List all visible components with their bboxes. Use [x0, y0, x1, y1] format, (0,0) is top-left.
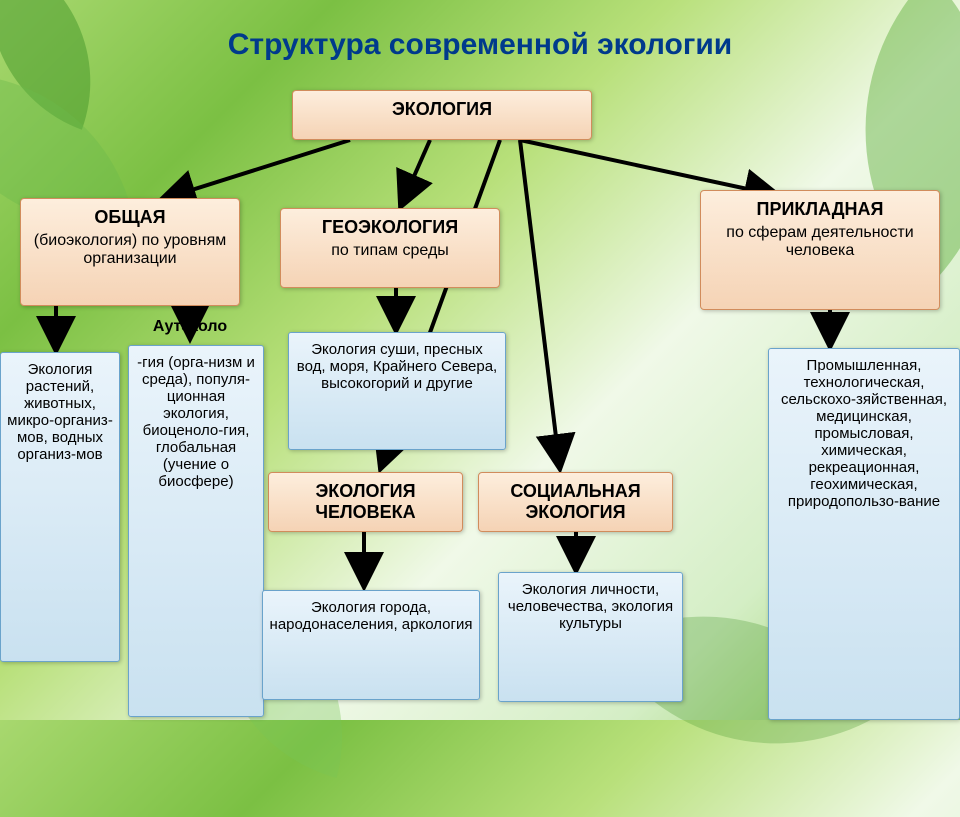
leaf-plants: Экология растений, животных, микро-орган…: [0, 352, 120, 662]
node-social-header: СОЦИАЛЬНАЯ ЭКОЛОГИЯ: [489, 481, 662, 523]
node-applied: ПРИКЛАДНАЯ по сферам деятельности челове…: [700, 190, 940, 310]
node-geo-sub: по типам среды: [291, 242, 489, 260]
page-title: Структура современной экологии: [0, 28, 960, 62]
leaf-land-text: Экология суши, пресных вод, моря, Крайне…: [295, 341, 499, 392]
node-geo-header: ГЕОЭКОЛОГИЯ: [291, 217, 489, 238]
leaf-aut: -гия (орга-низм и среда), популя-ционная…: [128, 345, 264, 717]
leaf-industry-text: Промышленная, технологическая, сельскохо…: [775, 357, 953, 510]
node-geo: ГЕОЭКОЛОГИЯ по типам среды: [280, 208, 500, 288]
leaf-city: Экология города, народонаселения, арколо…: [262, 590, 480, 700]
leaf-person-text: Экология личности, человечества, экологи…: [505, 581, 676, 632]
node-general: ОБЩАЯ (биоэкология) по уровням организац…: [20, 198, 240, 306]
leaf-person: Экология личности, человечества, экологи…: [498, 572, 683, 702]
node-human: ЭКОЛОГИЯ ЧЕЛОВЕКА: [268, 472, 463, 532]
node-human-header: ЭКОЛОГИЯ ЧЕЛОВЕКА: [279, 481, 452, 523]
leaf-land: Экология суши, пресных вод, моря, Крайне…: [288, 332, 506, 450]
leaf-industry: Промышленная, технологическая, сельскохо…: [768, 348, 960, 720]
node-general-header: ОБЩАЯ: [31, 207, 229, 228]
leaf-aut-outer-label: Аутэколо: [130, 318, 250, 336]
node-applied-sub: по сферам деятельности человека: [711, 224, 929, 260]
node-social: СОЦИАЛЬНАЯ ЭКОЛОГИЯ: [478, 472, 673, 532]
leaf-city-text: Экология города, народонаселения, арколо…: [269, 599, 473, 633]
node-root-label: ЭКОЛОГИЯ: [303, 99, 581, 120]
node-general-sub: (биоэкология) по уровням организации: [31, 232, 229, 268]
leaf-aut-text: -гия (орга-низм и среда), популя-ционная…: [135, 354, 257, 490]
node-root: ЭКОЛОГИЯ: [292, 90, 592, 140]
leaf-plants-text: Экология растений, животных, микро-орган…: [7, 361, 113, 463]
node-applied-header: ПРИКЛАДНАЯ: [711, 199, 929, 220]
